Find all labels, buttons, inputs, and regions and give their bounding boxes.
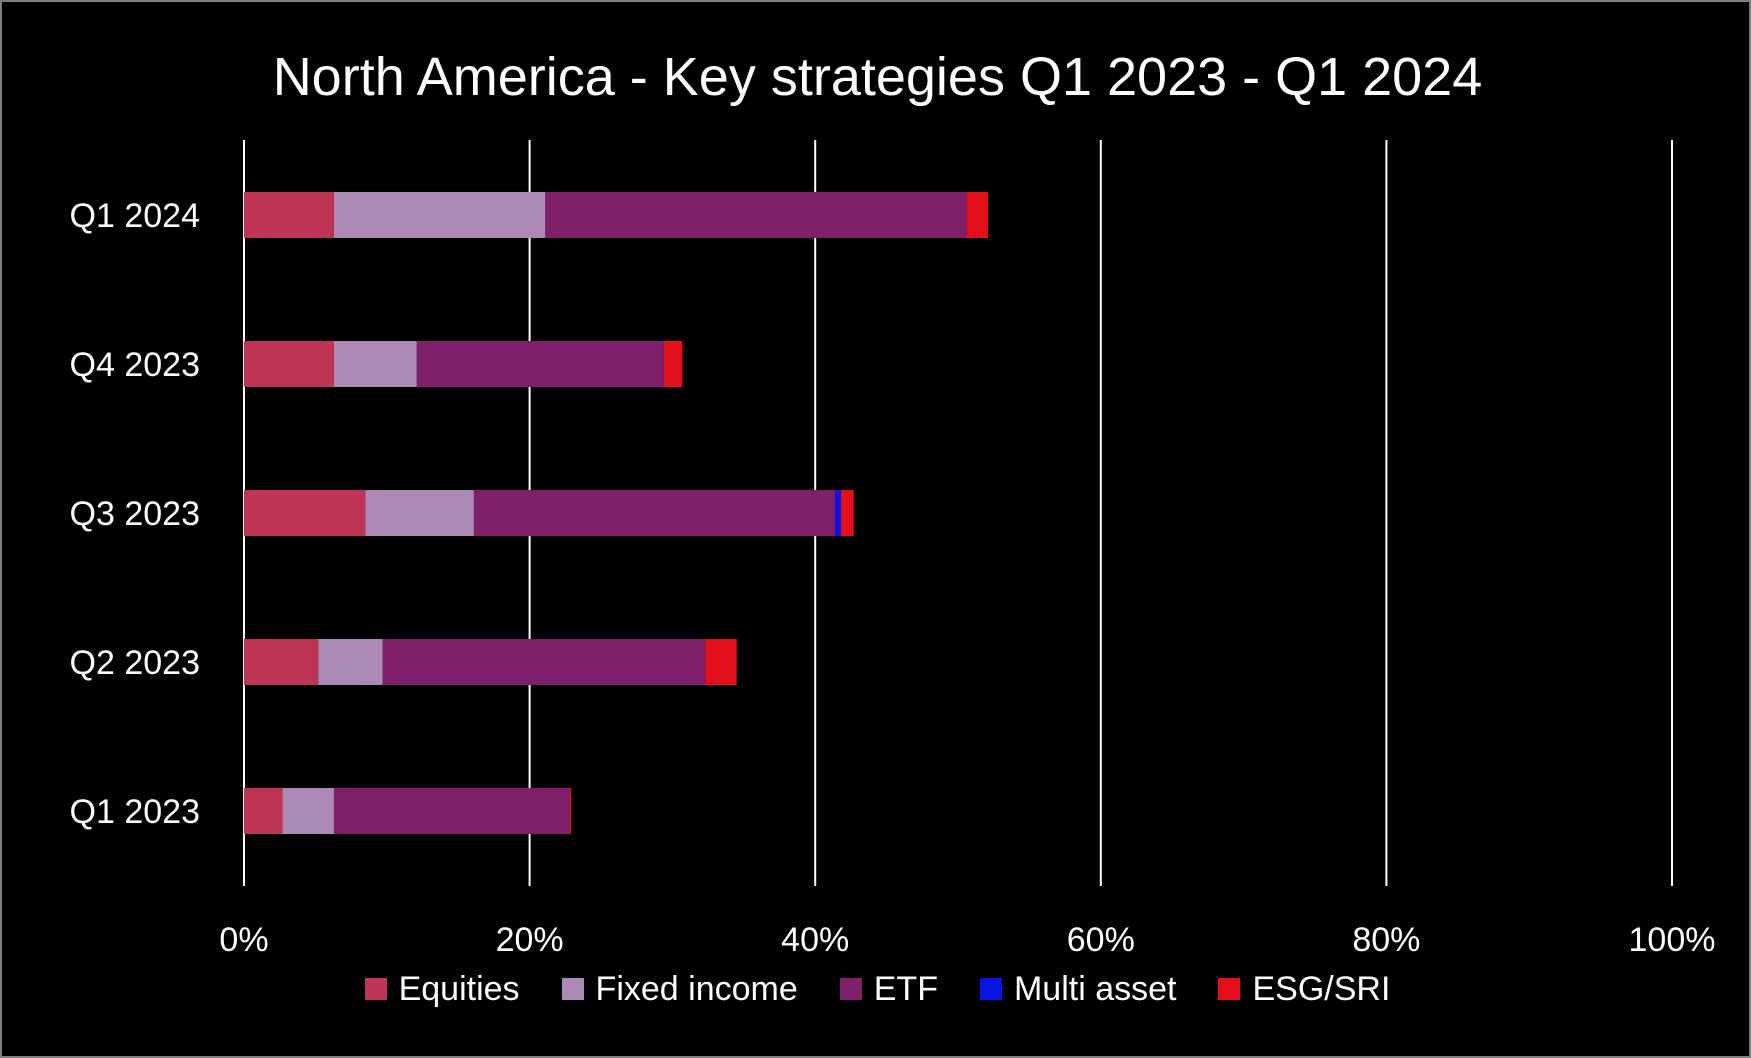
- x-tick-label: 20%: [496, 921, 564, 959]
- x-tick-label: 40%: [781, 921, 849, 959]
- y-tick-labels: Q1 2024 Q4 2023 Q3 2023 Q2 2023 Q1 2023: [70, 197, 200, 831]
- y-tick-label: Q3 2023: [70, 495, 200, 533]
- bar-multi-asset-q3-2023: [835, 490, 841, 536]
- x-tick-label: 0%: [219, 921, 268, 959]
- legend-swatch: [561, 978, 584, 1000]
- bar-equities-q2-2023: [244, 639, 319, 685]
- bar-fixed-income-q3-2023: [365, 490, 474, 536]
- legend-item: Equities: [364, 967, 520, 1011]
- legend-label: ETF: [873, 970, 938, 1008]
- bar-equities-q1-2023: [244, 788, 283, 834]
- legend-label: Fixed income: [595, 970, 798, 1008]
- y-tick-label: Q4 2023: [70, 346, 200, 384]
- bar-esg-sri-q2-2023: [705, 639, 737, 685]
- bar-fixed-income-q1-2023: [282, 788, 334, 834]
- legend-label: Equities: [398, 970, 520, 1008]
- bar-etf-q1-2023: [333, 788, 570, 834]
- x-tick-label: 80%: [1352, 921, 1420, 959]
- legend-swatch: [979, 978, 1002, 1000]
- legend-label: Multi asset: [1013, 970, 1177, 1008]
- bar-etf-q3-2023: [473, 490, 836, 536]
- legend-swatch: [364, 978, 387, 1000]
- legend: Equities Fixed income ETF Multi asset ESG/SR…: [2, 967, 1751, 1011]
- y-tick-label: Q2 2023: [70, 644, 200, 682]
- bar-equities-q4-2023: [244, 341, 334, 387]
- legend-swatch: [839, 978, 862, 1000]
- x-tick-labels: 0% 20% 40% 60% 80% 100%: [219, 921, 1715, 959]
- legend-swatch: [1218, 978, 1241, 1000]
- bar-etf-q1-2024: [545, 192, 967, 238]
- bar-fixed-income-q1-2024: [333, 192, 546, 238]
- y-tick-label: Q1 2024: [70, 197, 200, 235]
- legend-label: ESG/SRI: [1252, 970, 1391, 1008]
- bar-equities-q1-2024: [244, 192, 334, 238]
- bars: [244, 192, 988, 834]
- bar-esg-sri-q3-2023: [840, 490, 854, 536]
- bar-esg-sri-q1-2023: [569, 788, 572, 834]
- x-tick-label: 60%: [1067, 921, 1135, 959]
- legend-item: ESG/SRI: [1218, 967, 1390, 1011]
- y-tick-label: Q1 2023: [70, 793, 200, 831]
- bar-esg-sri-q4-2023: [663, 341, 683, 387]
- bar-esg-sri-q1-2024: [966, 192, 988, 238]
- legend-item: Fixed income: [561, 967, 798, 1011]
- legend-item: ETF: [839, 967, 938, 1011]
- chart-title: North America - Key strategies Q1 2023 -…: [272, 47, 1483, 107]
- x-tick-label: 100%: [1629, 921, 1716, 959]
- bar-fixed-income-q2-2023: [318, 639, 383, 685]
- legend-item: Multi asset: [979, 967, 1177, 1011]
- bar-etf-q2-2023: [382, 639, 706, 685]
- bar-fixed-income-q4-2023: [333, 341, 417, 387]
- bar-equities-q3-2023: [244, 490, 366, 536]
- bar-etf-q4-2023: [416, 341, 664, 387]
